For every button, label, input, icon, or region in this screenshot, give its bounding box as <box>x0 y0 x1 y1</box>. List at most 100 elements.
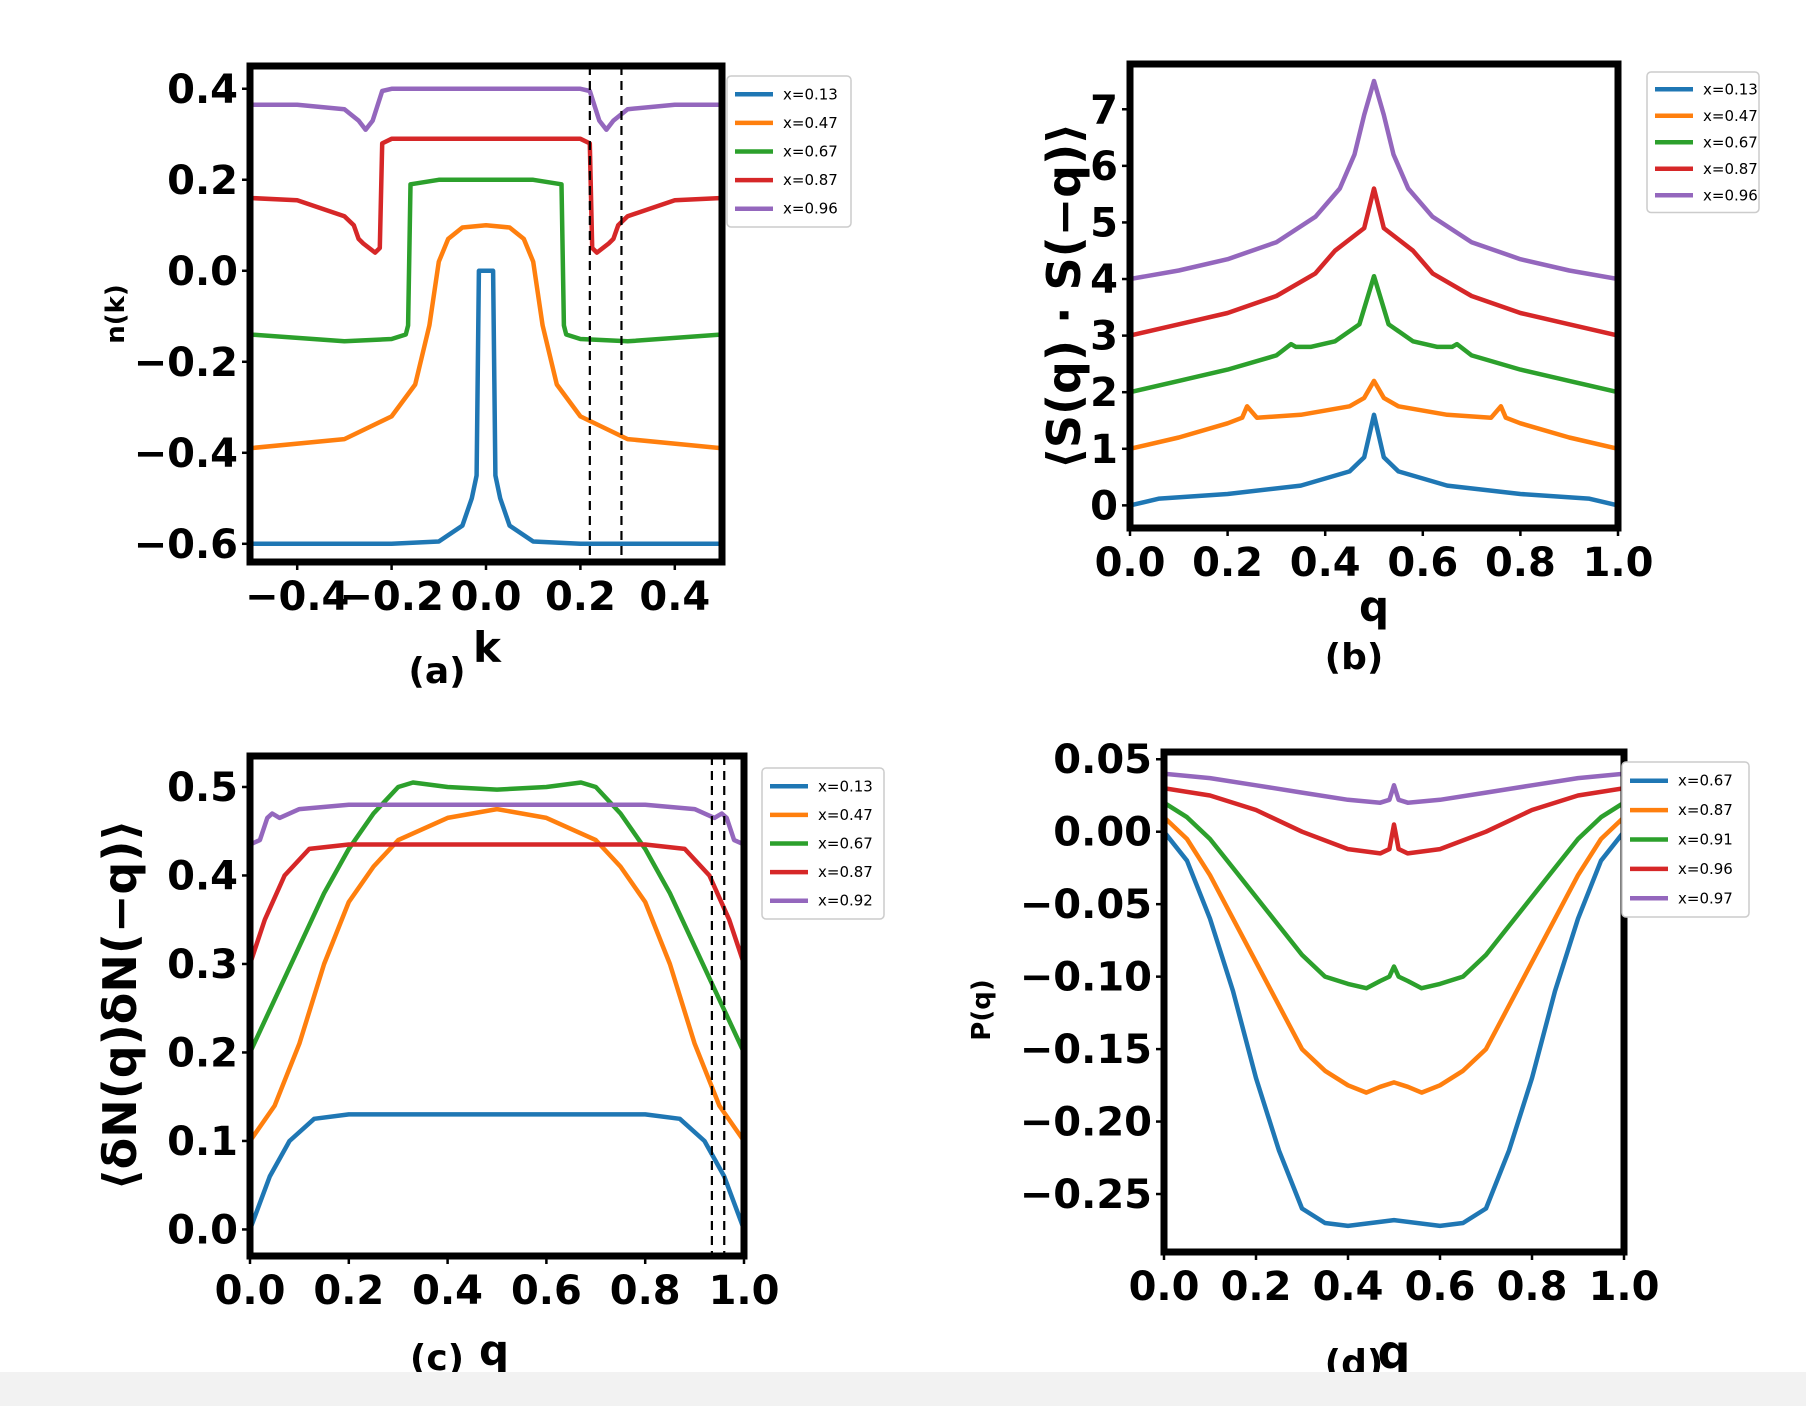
y-tick-label: 4 <box>1090 257 1118 303</box>
plot-frame <box>1160 748 1628 1256</box>
x-tick-label: 0.4 <box>412 1268 483 1314</box>
y-tick-label: 2 <box>1090 370 1118 416</box>
panel-d: 0.0 0.2 0.4 0.6 0.8 1.0 −0.25 −0.20 −0.15 −0.10 −0… <box>967 737 1750 1384</box>
legend: x=0.13 x=0.47 x=0.67 x=0.87 x=0.92 <box>761 767 885 920</box>
x-tick-label: 0.8 <box>610 1268 681 1314</box>
legend: x=0.13 x=0.47 x=0.67 x=0.87 x=0.96 <box>726 75 852 228</box>
y-tick-label: −0.20 <box>1020 1100 1152 1146</box>
y-tick-label: −0.4 <box>134 431 238 477</box>
panel-label: (b) <box>1325 637 1384 678</box>
x-tick-label: 0.0 <box>1095 540 1166 586</box>
x-tick-label: 0.6 <box>511 1268 582 1314</box>
y-tick-label: 0.2 <box>167 158 238 204</box>
legend-label: x=0.67 <box>1678 772 1733 790</box>
x-tick-label: 0.0 <box>451 574 522 620</box>
x-tick-label: 0.6 <box>1405 1264 1476 1310</box>
y-tick-label: 0.00 <box>1053 810 1152 856</box>
y-tick-label: 0.4 <box>167 67 238 113</box>
series-line-x=0.47 <box>250 223 722 451</box>
y-tick-label: 6 <box>1090 144 1118 190</box>
series-line-x=0.87 <box>1164 814 1624 1095</box>
y-axis-label: n(k) <box>101 284 131 344</box>
x-tick-label: 0.8 <box>1497 1264 1568 1310</box>
plot-area-a <box>250 66 722 562</box>
plot-frame <box>246 752 748 1260</box>
x-tick-label: 0.2 <box>545 574 616 620</box>
plot-area-b <box>1130 78 1618 508</box>
y-tick-label: −0.05 <box>1020 882 1152 928</box>
legend-label: x=0.91 <box>1678 831 1733 849</box>
x-tick-label: 1.0 <box>709 1268 780 1314</box>
legend-label: x=0.87 <box>783 171 838 189</box>
legend-label: x=0.67 <box>1703 133 1758 151</box>
series-line-x=0.97 <box>1164 771 1624 805</box>
legend-label: x=0.96 <box>1703 186 1758 204</box>
legend-label: x=0.13 <box>1703 80 1758 98</box>
legend-label: x=0.47 <box>1703 107 1758 125</box>
y-tick-label: 0.5 <box>167 765 238 811</box>
legend: x=0.67 x=0.87 x=0.91 x=0.96 x=0.97 <box>1621 761 1750 918</box>
x-tick-label: −0.4 <box>245 574 349 620</box>
x-tick-label: 0.0 <box>215 1268 286 1314</box>
series-line-x=0.87 <box>250 136 722 255</box>
y-tick-label: −0.2 <box>134 340 238 386</box>
x-tick-label: 0.8 <box>1485 540 1556 586</box>
x-axis-label: q <box>1378 1325 1411 1379</box>
y-axis-label: P(q) <box>967 979 997 1040</box>
series-line-x=0.67 <box>250 177 722 344</box>
y-tick-label: 0.0 <box>167 1207 238 1253</box>
x-tick-label: 0.2 <box>313 1268 384 1314</box>
series-line-x=0.67 <box>1164 829 1624 1229</box>
series-line-x=0.91 <box>1164 800 1624 991</box>
legend-label: x=0.47 <box>818 806 873 824</box>
panel-b: 0.0 0.2 0.4 0.6 0.8 1.0 0 1 2 3 4 5 6 7 q ⟨S(q) · S(−q)… <box>1037 60 1760 678</box>
legend-label: x=0.87 <box>1678 801 1733 819</box>
series-line-x=0.67 <box>250 780 744 1055</box>
x-tick-label: 0.6 <box>1387 540 1458 586</box>
series-line-x=0.96 <box>1164 785 1624 856</box>
x-axis-label: q <box>479 1326 509 1375</box>
legend-label: x=0.96 <box>1678 860 1733 878</box>
legend-label: x=0.97 <box>1678 889 1733 907</box>
window-bottom-bar <box>0 1372 1806 1406</box>
x-tick-label: 0.4 <box>1313 1264 1384 1310</box>
series-line-x=0.96 <box>250 86 722 132</box>
legend: x=0.13 x=0.47 x=0.67 x=0.87 x=0.96 <box>1646 71 1760 214</box>
y-tick-label: 0.4 <box>167 853 238 899</box>
x-tick-label: 0.4 <box>1290 540 1361 586</box>
y-tick-label: 0 <box>1090 483 1118 529</box>
x-tick-label: 0.2 <box>1192 540 1263 586</box>
panel-c: 0.0 0.2 0.4 0.6 0.8 1.0 0.0 0.1 0.2 0.3 0.4 0.5 q ⟨δN… <box>93 752 885 1379</box>
y-axis-label: ⟨S(q) · S(−q)⟩ <box>1037 123 1091 469</box>
legend-box <box>761 767 885 920</box>
legend-box <box>1621 761 1750 918</box>
y-tick-label: −0.15 <box>1020 1027 1152 1073</box>
legend-box <box>726 75 852 228</box>
x-tick-label: 1.0 <box>1589 1264 1660 1310</box>
series-line-x=0.13 <box>250 1112 744 1232</box>
legend-label: x=0.87 <box>818 863 873 881</box>
series-line-x=0.13 <box>1130 412 1618 508</box>
y-tick-label: −0.25 <box>1020 1172 1152 1218</box>
panel-a: −0.4−0.2 0.0 0.2 0.4−0.6−0.4−0.20.00.20.4kn… <box>101 62 852 692</box>
x-tick-label: 0.4 <box>639 574 710 620</box>
panel-label: (a) <box>408 651 465 692</box>
plot-area-d <box>1164 771 1624 1229</box>
plot-frame <box>1126 60 1622 532</box>
series-line-x=0.67 <box>1130 273 1618 395</box>
legend-label: x=0.13 <box>818 777 873 795</box>
x-tick-label: −0.2 <box>339 574 443 620</box>
y-tick-label: 5 <box>1090 200 1118 246</box>
series-line-x=0.13 <box>250 268 722 547</box>
legend-label: x=0.67 <box>783 143 838 161</box>
legend-label: x=0.67 <box>818 835 873 853</box>
y-tick-label: 0.0 <box>167 249 238 295</box>
legend-label: x=0.87 <box>1703 160 1758 178</box>
y-tick-label: 0.2 <box>167 1030 238 1076</box>
y-tick-label: 0.3 <box>167 942 238 988</box>
y-tick-label: 3 <box>1090 314 1118 360</box>
legend-label: x=0.47 <box>783 114 838 132</box>
x-tick-label: 0.2 <box>1221 1264 1292 1310</box>
y-tick-label: 1 <box>1090 427 1118 473</box>
